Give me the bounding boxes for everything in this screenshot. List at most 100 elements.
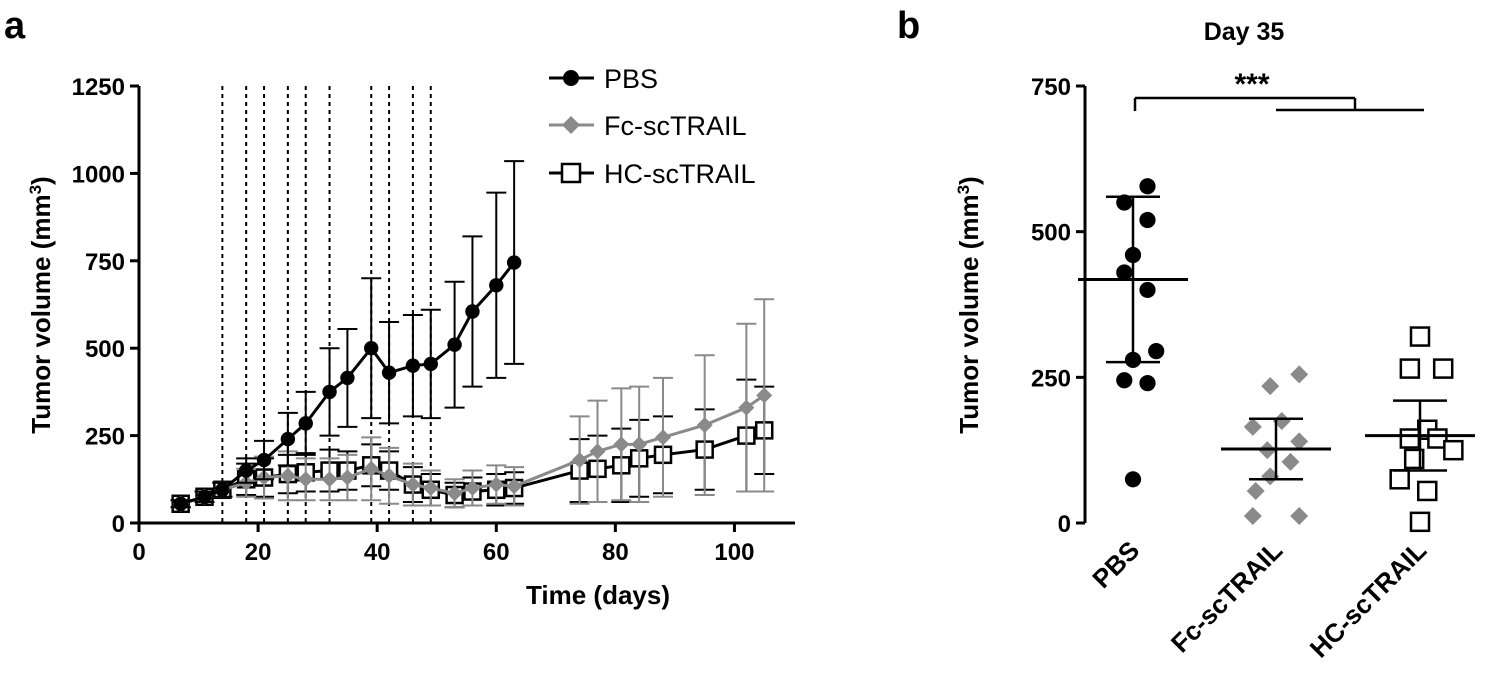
- point-pbs-day-46: [405, 358, 421, 373]
- x-tick-label-100: 100: [714, 539, 754, 566]
- b-y-tick-label-250: 250: [1031, 365, 1071, 392]
- series-pbs: [170, 160, 525, 511]
- point-fc-sctrail-1: [1290, 365, 1309, 384]
- panel-a-letter: a: [4, 5, 26, 47]
- point-fc-sctrail-8: [1261, 467, 1280, 486]
- b-y-tick-label-500: 500: [1031, 220, 1071, 247]
- significance-bracket: ***: [1133, 68, 1424, 112]
- group-pbs: [1078, 178, 1188, 488]
- point-pbs-day-18: [238, 463, 254, 478]
- point-pbs-7: [1148, 343, 1165, 360]
- panel-a-chart: 0 250 500 750 1000 1250 0 20 40 60 80 100 Time (da…: [26, 64, 795, 610]
- legend-marker-pbs: [563, 70, 579, 86]
- point-pbs-day-7: [173, 496, 188, 511]
- y-tick-label-1000: 1000: [72, 161, 125, 188]
- point-fc-sctrail-day-46: [404, 476, 421, 493]
- legend-marker-fc-sctrail: [562, 116, 580, 134]
- point-fc-sctrail-7: [1281, 452, 1300, 471]
- legend-item-pbs: PBS: [549, 64, 658, 94]
- point-pbs-day-21: [256, 452, 272, 468]
- point-fc-sctrail-day-105: [756, 387, 773, 404]
- point-fc-sctrail-day-32: [321, 471, 338, 488]
- category-label-hc-sctrail: HC-scTRAIL: [1304, 535, 1433, 664]
- legend-item-hc-sctrail: HC-scTRAIL: [549, 159, 756, 189]
- legend-label-hc-sctrail: HC-scTRAIL: [604, 159, 756, 189]
- point-pbs-3: [1139, 211, 1156, 229]
- point-fc-sctrail-9: [1246, 481, 1265, 500]
- point-hc-sctrail-6: [1427, 428, 1448, 449]
- legend-label-pbs: PBS: [604, 64, 658, 94]
- legend-marker-hc-sctrail: [560, 162, 582, 184]
- panel-a-x-axis-label: Time (days): [526, 580, 670, 610]
- y-tick-label-0: 0: [112, 511, 125, 538]
- point-fc-sctrail-11: [1243, 507, 1262, 526]
- point-fc-sctrail-2: [1261, 377, 1280, 396]
- point-pbs-2: [1116, 194, 1133, 211]
- x-tick-label-80: 80: [602, 539, 629, 566]
- point-fc-sctrail-day-88: [655, 429, 671, 446]
- point-fc-sctrail-5: [1290, 432, 1309, 451]
- point-fc-sctrail-4: [1243, 417, 1262, 436]
- point-hc-sctrail-7: [1443, 439, 1464, 461]
- x-tick-label-20: 20: [245, 539, 272, 566]
- panel-b-x-labels: PBS Fc-scTRAIL HC-scTRAIL: [1086, 535, 1432, 664]
- panel-b-chart: Day 35 0 250 500 750 PBS Fc-scTRAIL HC-scTRAI…: [954, 18, 1475, 664]
- point-fc-sctrail-day-77: [589, 443, 606, 460]
- point-hc-sctrail-3: [1432, 358, 1454, 379]
- point-pbs-day-53: [447, 337, 462, 352]
- point-fc-sctrail-day-53: [446, 485, 463, 502]
- point-pbs-day-28: [298, 416, 313, 431]
- point-pbs-day-63: [506, 255, 522, 270]
- point-hc-sctrail-1: [1409, 326, 1431, 347]
- significance-stars: ***: [1234, 68, 1269, 101]
- point-pbs-5: [1116, 264, 1133, 281]
- point-hc-sctrail-9: [1389, 469, 1410, 490]
- point-fc-sctrail-day-95: [696, 417, 713, 434]
- point-fc-sctrail-3: [1272, 412, 1291, 431]
- panel-b-points: [1078, 178, 1475, 533]
- b-y-tick-label-0: 0: [1058, 511, 1071, 538]
- panel-b-y-axis-label: Tumor volume (mm3): [954, 176, 985, 433]
- y-tick-label-1250: 1250: [72, 74, 125, 101]
- point-fc-sctrail-day-28: [297, 471, 314, 488]
- point-pbs-day-39: [364, 341, 379, 356]
- point-fc-sctrail-day-39: [363, 460, 380, 477]
- point-hc-sctrail-10: [1417, 480, 1438, 502]
- point-fc-sctrail-day-25: [279, 467, 296, 484]
- group-fc-sctrail: [1221, 365, 1331, 526]
- point-pbs-day-14: [215, 482, 230, 497]
- point-pbs-9: [1116, 372, 1133, 389]
- point-fc-sctrail-day-49: [422, 480, 439, 497]
- panel-b-letter: b: [897, 5, 920, 47]
- point-hc-sctrail-11: [1409, 511, 1431, 533]
- point-fc-sctrail-10: [1290, 507, 1309, 526]
- point-fc-sctrail-day-63: [506, 478, 523, 495]
- point-fc-sctrail-day-60: [488, 476, 505, 493]
- point-fc-sctrail-day-81: [613, 436, 630, 453]
- point-hc-sctrail-2: [1399, 358, 1421, 379]
- point-fc-sctrail-day-42: [381, 467, 398, 484]
- point-pbs-day-35: [340, 370, 355, 386]
- point-pbs-day-56: [465, 304, 480, 319]
- point-hc-sctrail-5: [1399, 428, 1421, 449]
- legend-item-fc-sctrail: Fc-scTRAIL: [549, 111, 747, 141]
- b-y-tick-label-750: 750: [1031, 74, 1071, 101]
- point-fc-sctrail-day-102: [738, 399, 755, 416]
- panel-a-legend: PBS Fc-scTRAIL HC-scTRAIL: [549, 64, 756, 189]
- category-label-fc-sctrail: Fc-scTRAIL: [1165, 535, 1288, 658]
- point-pbs-day-49: [423, 356, 438, 372]
- point-fc-sctrail-day-74: [571, 452, 588, 469]
- y-tick-label-250: 250: [85, 424, 125, 451]
- point-hc-sctrail-8: [1403, 448, 1425, 470]
- point-pbs-day-25: [280, 431, 296, 447]
- point-pbs-day-42: [381, 365, 397, 380]
- point-fc-sctrail-day-56: [464, 480, 481, 497]
- point-pbs-day-60: [489, 278, 504, 293]
- panel-a-y-ticks: 0 250 500 750 1000 1250: [72, 74, 139, 538]
- legend-label-fc-sctrail: Fc-scTRAIL: [604, 111, 747, 141]
- y-tick-label-500: 500: [85, 336, 125, 363]
- point-fc-sctrail-day-84: [631, 436, 648, 453]
- point-pbs-day-32: [322, 384, 337, 400]
- y-tick-label-750: 750: [85, 249, 125, 276]
